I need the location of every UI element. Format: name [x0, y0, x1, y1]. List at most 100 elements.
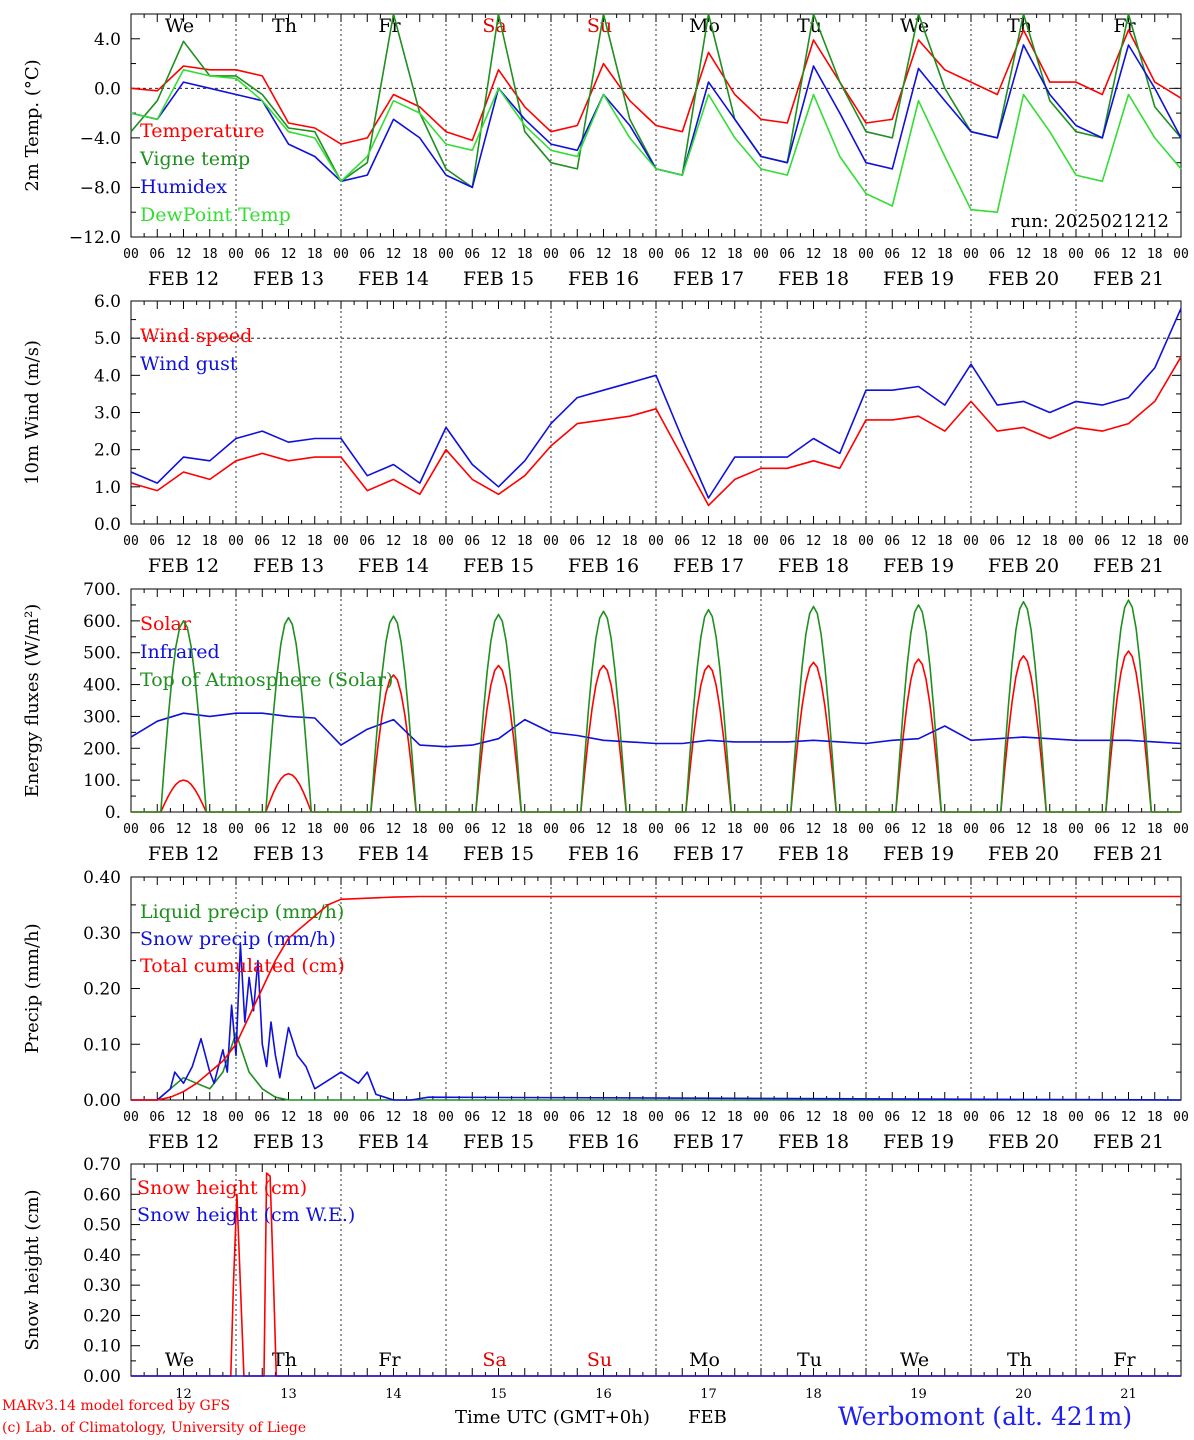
- x-hour-label: 12: [806, 1110, 822, 1125]
- y-tick-label: 2.0: [94, 441, 121, 461]
- y-tick-label: 0.40: [83, 868, 121, 888]
- y-tick-label: 5.0: [94, 329, 121, 349]
- x-hour-label: 18: [517, 822, 533, 837]
- x-hour-label: 12: [596, 534, 612, 549]
- footer-model-line1: MARv3.14 model forced by GFS: [2, 1398, 231, 1414]
- x-hour-label: 00: [333, 534, 349, 549]
- x-date-label: FEB 20: [988, 843, 1059, 865]
- y-tick-label: 200.: [83, 739, 121, 759]
- y-tick-label: 300.: [83, 707, 121, 727]
- x-day-number: 12: [175, 1387, 192, 1402]
- x-hour-label: 00: [228, 247, 244, 262]
- legend-entry: Snow height (cm): [137, 1177, 307, 1199]
- x-hour-label: 06: [884, 534, 900, 549]
- x-hour-label: 18: [622, 247, 638, 262]
- x-day-number: 15: [490, 1387, 507, 1402]
- x-hour-label: 12: [701, 822, 717, 837]
- x-hour-label: 06: [569, 822, 585, 837]
- y-tick-label: 0.20: [83, 980, 121, 1000]
- x-hour-label: 06: [149, 1110, 165, 1125]
- x-hour-label: 06: [989, 1110, 1005, 1125]
- x-hour-label: 00: [753, 822, 769, 837]
- x-hour-label: 12: [386, 822, 402, 837]
- x-hour-label: 00: [333, 1110, 349, 1125]
- x-hour-label: 06: [149, 822, 165, 837]
- x-date-label: FEB 19: [883, 268, 954, 290]
- y-tick-label: 500.: [83, 644, 121, 664]
- legend-entry: Temperature: [140, 120, 264, 142]
- x-hour-label: 00: [858, 534, 874, 549]
- x-hour-label: 18: [727, 1110, 743, 1125]
- x-date-label: FEB 18: [778, 843, 849, 865]
- x-date-label: FEB 14: [358, 268, 429, 290]
- x-hour-label: 12: [281, 1110, 297, 1125]
- x-hour-label: 12: [1121, 247, 1137, 262]
- x-hour-label: 00: [1173, 534, 1189, 549]
- x-date-label: FEB 17: [673, 1131, 744, 1153]
- x-hour-label: 18: [307, 822, 323, 837]
- weekday-label: We: [165, 1349, 194, 1371]
- x-hour-label: 06: [1094, 822, 1110, 837]
- x-hour-label: 00: [1068, 247, 1084, 262]
- x-hour-label: 12: [701, 534, 717, 549]
- weekday-label: Fr: [1113, 1349, 1136, 1371]
- x-date-label: FEB 16: [568, 555, 639, 577]
- y-axis-label: Snow height (cm): [22, 1189, 43, 1350]
- y-tick-label: 3.0: [94, 404, 121, 424]
- x-hour-label: 06: [569, 534, 585, 549]
- x-day-number: 19: [910, 1387, 927, 1402]
- x-hour-label: 06: [464, 247, 480, 262]
- x-hour-label: 00: [333, 247, 349, 262]
- y-tick-label: 4.0: [94, 30, 121, 50]
- x-hour-label: 00: [123, 534, 139, 549]
- y-tick-label: 0.10: [83, 1035, 121, 1055]
- x-hour-label: 06: [1094, 1110, 1110, 1125]
- series-line: [131, 943, 1182, 1101]
- legend-entry: Humidex: [140, 176, 227, 198]
- x-hour-label: 12: [386, 534, 402, 549]
- weekday-label: Th: [1007, 1349, 1032, 1371]
- x-hour-label: 00: [543, 534, 559, 549]
- x-hour-label: 12: [596, 247, 612, 262]
- x-hour-label: 12: [1121, 822, 1137, 837]
- x-date-label: FEB 16: [568, 268, 639, 290]
- x-hour-label: 00: [1068, 822, 1084, 837]
- x-day-number: 21: [1120, 1387, 1137, 1402]
- x-date-label: FEB 21: [1093, 555, 1164, 577]
- x-day-number: 17: [700, 1387, 717, 1402]
- x-hour-label: 12: [806, 247, 822, 262]
- legend-entry: Snow height (cm W.E.): [137, 1204, 355, 1226]
- y-tick-label: 100.: [83, 771, 121, 791]
- y-axis-label: Energy fluxes (W/m²): [22, 604, 43, 798]
- x-hour-label: 00: [333, 822, 349, 837]
- x-date-label: FEB 21: [1093, 843, 1164, 865]
- x-day-number: 18: [805, 1387, 822, 1402]
- y-tick-label: 0.50: [83, 1216, 121, 1236]
- weekday-label: Mo: [689, 1349, 720, 1371]
- legend-entry: Wind gust: [140, 353, 238, 375]
- x-hour-label: 00: [543, 1110, 559, 1125]
- x-hour-label: 12: [281, 247, 297, 262]
- weekday-label: Su: [587, 1349, 612, 1371]
- legend-entry: Total cumulated (cm): [140, 955, 345, 977]
- x-hour-label: 18: [202, 534, 218, 549]
- legend-entry: Top of Atmosphere (Solar): [140, 669, 393, 691]
- x-hour-label: 18: [202, 247, 218, 262]
- y-tick-label: 0.70: [83, 1155, 121, 1175]
- y-tick-label: 0.30: [83, 924, 121, 944]
- x-hour-label: 06: [359, 822, 375, 837]
- x-hour-label: 00: [438, 1110, 454, 1125]
- weekday-label: Fr: [378, 1349, 401, 1371]
- x-date-label: FEB 20: [988, 1131, 1059, 1153]
- weekday-label: Th: [272, 15, 297, 37]
- x-date-label: FEB 14: [358, 1131, 429, 1153]
- station-label: Werbomont (alt. 421m): [838, 1402, 1133, 1431]
- y-tick-label: −4.0: [80, 129, 121, 149]
- x-hour-label: 18: [622, 534, 638, 549]
- x-hour-label: 06: [254, 534, 270, 549]
- x-date-label: FEB 16: [568, 1131, 639, 1153]
- x-hour-label: 18: [1147, 247, 1163, 262]
- legend-entry: Snow precip (mm/h): [140, 928, 336, 950]
- x-hour-label: 06: [989, 822, 1005, 837]
- x-hour-label: 12: [701, 247, 717, 262]
